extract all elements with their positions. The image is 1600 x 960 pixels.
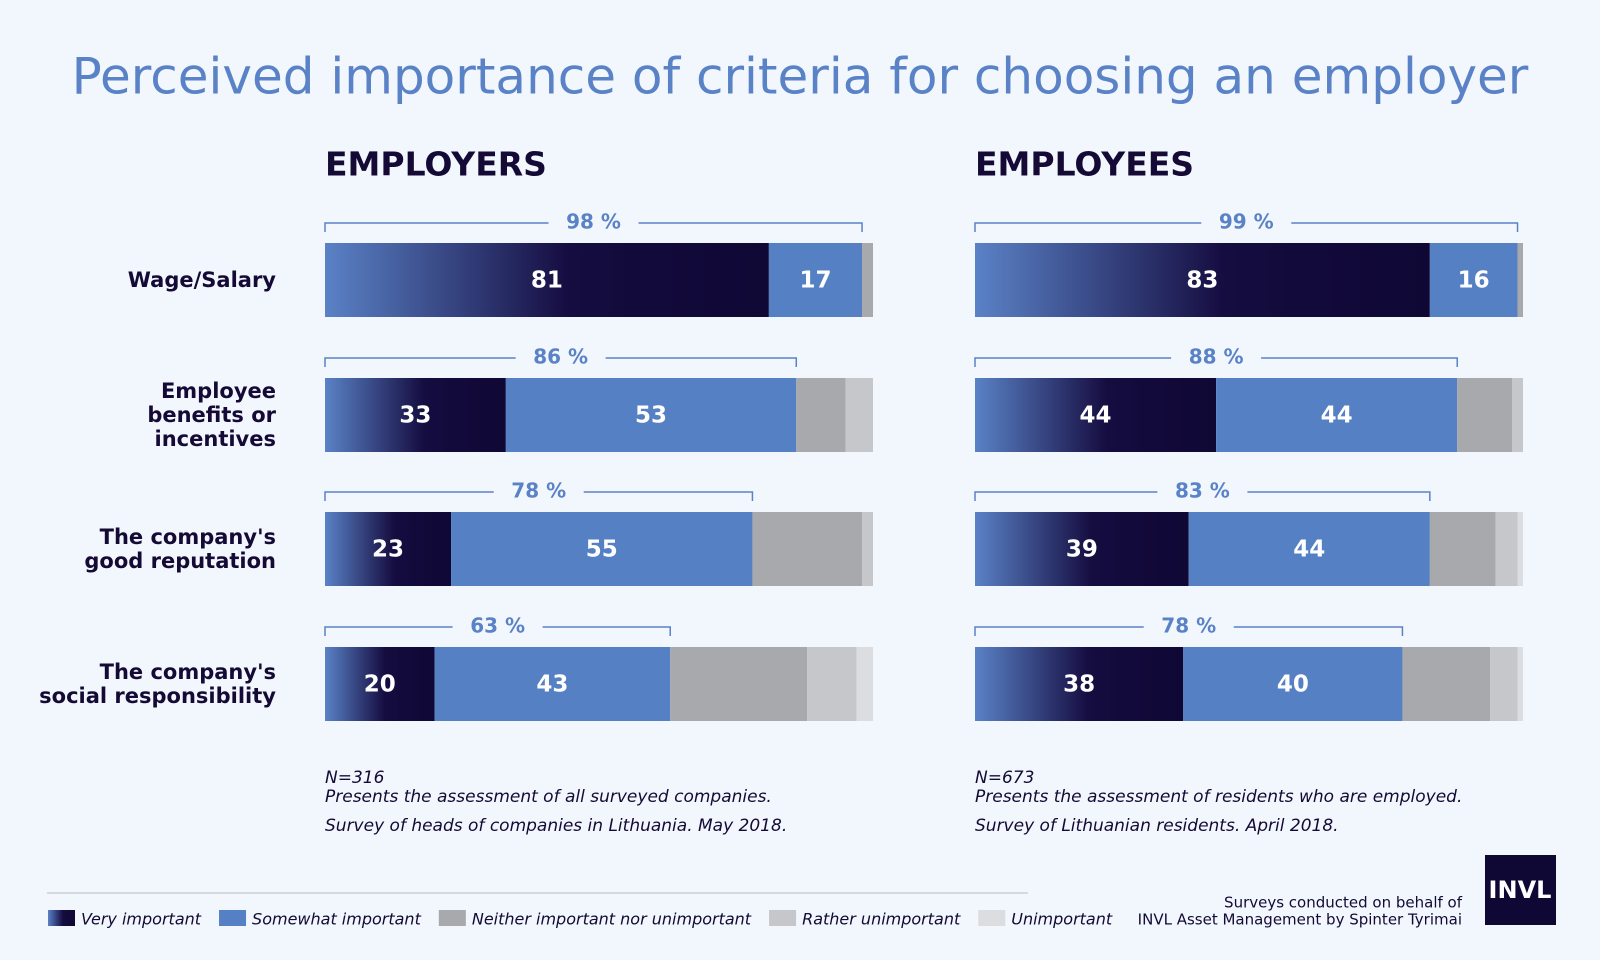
total-label: 88 %	[1189, 345, 1244, 369]
total-bracket	[974, 222, 1519, 232]
bar-segment	[1517, 512, 1523, 586]
total-bracket	[324, 222, 863, 232]
total-label: 63 %	[470, 614, 525, 638]
bar-segment	[1402, 647, 1491, 721]
logo-box	[1485, 855, 1556, 925]
total-label: 99 %	[1219, 210, 1274, 234]
logo: INVL	[1489, 876, 1552, 904]
bar-segment	[434, 647, 671, 721]
legend-label: Neither important nor unimportant	[472, 910, 752, 929]
legend-label: Unimportant	[1011, 910, 1113, 929]
bar-segment	[768, 243, 863, 317]
note: N=316	[325, 768, 385, 788]
value-label: 44	[1293, 537, 1325, 563]
value-label: 44	[1080, 403, 1112, 429]
bar-segment	[325, 378, 506, 452]
category-label: Employee benefits or incentives	[147, 379, 276, 451]
total-label: 98 %	[566, 210, 621, 234]
value-label: 40	[1277, 672, 1309, 698]
note: Survey of heads of companies in Lithuani…	[325, 816, 787, 836]
total-label: 86 %	[533, 345, 588, 369]
bar-segment	[1490, 647, 1518, 721]
bar-segment	[1429, 243, 1518, 317]
value-label: 23	[372, 537, 404, 563]
bar-segment	[1517, 243, 1523, 317]
footer-text: INVL Asset Management by Spinter Tyrimai	[1138, 911, 1462, 929]
legend-swatch	[438, 910, 466, 926]
bar-segment	[807, 647, 857, 721]
bar-segment	[325, 647, 435, 721]
note: Survey of Lithuanian residents. April 20…	[975, 816, 1339, 836]
bar-segment	[862, 243, 873, 317]
page-title: Perceived importance of criteria for cho…	[72, 48, 1529, 106]
bar-segment	[796, 378, 846, 452]
note: Presents the assessment of residents who…	[975, 787, 1462, 807]
legend-label: Somewhat important	[252, 910, 422, 929]
legend-swatch	[769, 910, 797, 926]
legend-label: Very important	[81, 910, 202, 929]
value-label: 16	[1458, 268, 1490, 294]
bar-segment	[1183, 647, 1403, 721]
bar-segment	[1188, 512, 1430, 586]
total-bracket	[974, 491, 1431, 501]
total-bracket	[324, 491, 754, 501]
category-label: The company's good reputation	[84, 525, 276, 573]
panel-title: EMPLOYERS	[325, 145, 547, 184]
total-bracket	[974, 626, 1404, 636]
bar-segment	[845, 378, 873, 452]
bar-segment	[975, 647, 1184, 721]
bar-segment	[451, 512, 753, 586]
total-bracket	[974, 357, 1458, 367]
total-bracket	[324, 357, 798, 367]
bar-segment	[975, 512, 1189, 586]
note: Presents the assessment of all surveyed …	[325, 787, 772, 807]
legend-label: Rather unimportant	[802, 910, 961, 929]
value-label: 39	[1066, 537, 1098, 563]
total-label: 78 %	[511, 479, 566, 503]
bar-segment	[325, 512, 452, 586]
legend-swatch	[219, 910, 247, 926]
bar-segment	[975, 243, 1430, 317]
value-label: 33	[399, 403, 431, 429]
bar-segment	[975, 378, 1217, 452]
footer-text: Surveys conducted on behalf of	[1224, 894, 1463, 912]
bar-segment	[1512, 378, 1523, 452]
bar-segment	[1457, 378, 1513, 452]
bar-segment	[752, 512, 863, 586]
legend-swatch	[978, 910, 1006, 926]
bar-segment	[1429, 512, 1496, 586]
note: N=673	[975, 768, 1034, 788]
panel-title: EMPLOYEES	[975, 145, 1194, 184]
value-label: 53	[635, 403, 667, 429]
bar-segment	[862, 512, 873, 586]
value-label: 44	[1321, 403, 1353, 429]
bar-segment	[505, 378, 797, 452]
legend-swatch	[48, 910, 75, 926]
bar-segment	[1495, 512, 1518, 586]
bar-segment	[1517, 647, 1523, 721]
category-label: Wage/Salary	[127, 268, 276, 292]
value-label: 38	[1063, 672, 1095, 698]
bar-segment	[325, 243, 769, 317]
value-label: 81	[531, 268, 563, 294]
category-label: The company's social responsibility	[39, 660, 276, 708]
total-bracket	[324, 626, 671, 636]
bar-segment	[1216, 378, 1458, 452]
total-label: 78 %	[1161, 614, 1216, 638]
value-label: 20	[364, 672, 396, 698]
value-label: 55	[586, 537, 618, 563]
bar-segment	[856, 647, 873, 721]
bar-segment	[670, 647, 808, 721]
total-label: 83 %	[1175, 479, 1230, 503]
value-label: 17	[799, 268, 831, 294]
value-label: 83	[1186, 268, 1218, 294]
value-label: 43	[536, 672, 568, 698]
